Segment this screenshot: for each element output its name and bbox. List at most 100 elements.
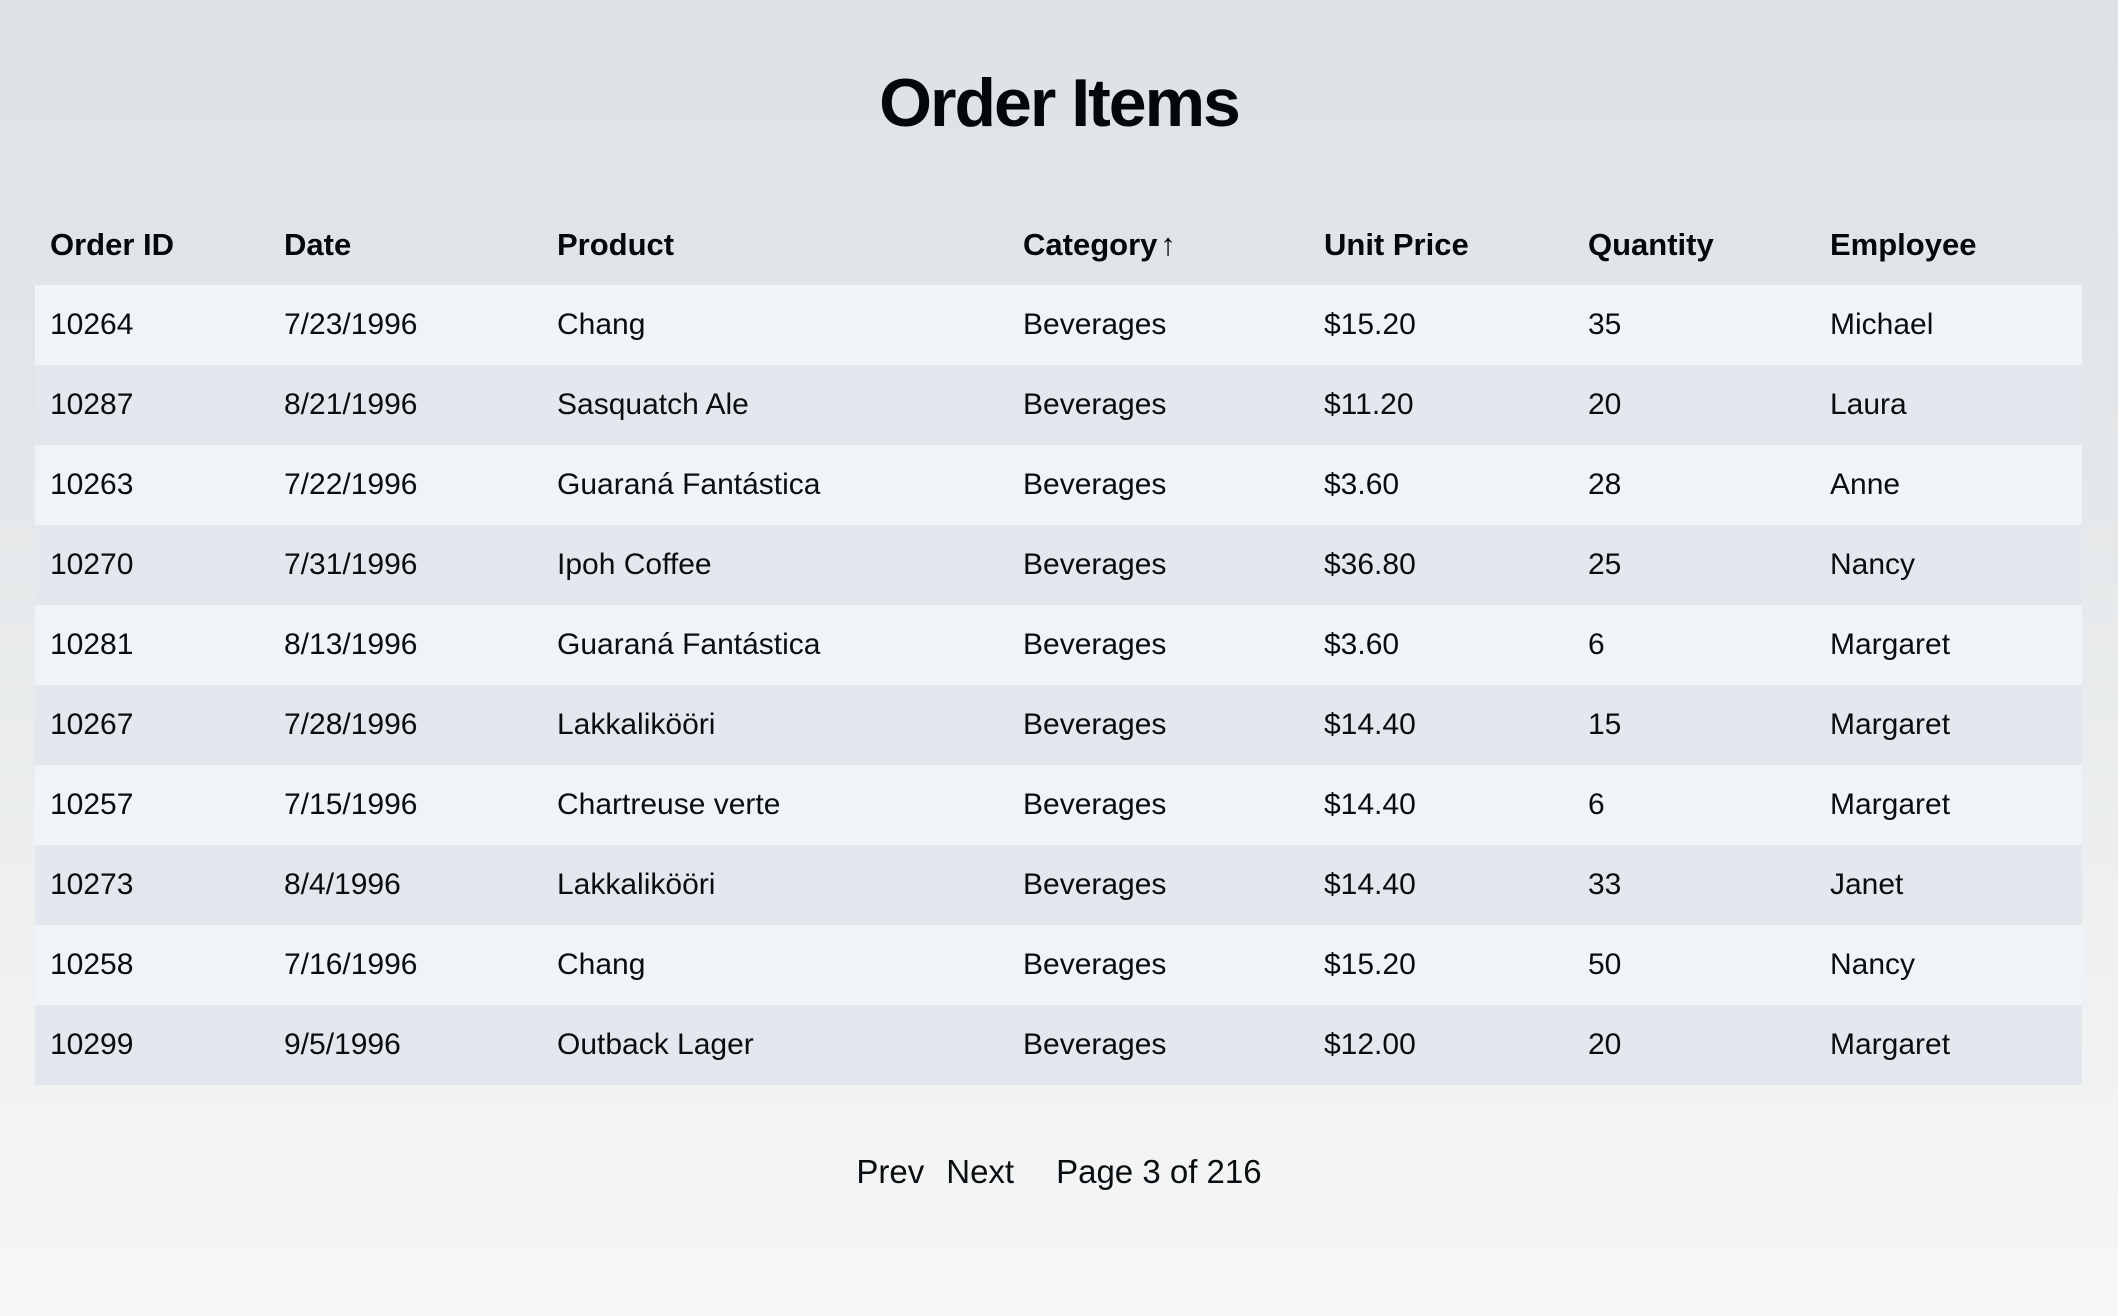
cell-quantity: 35 [1588,308,1622,341]
cell-unit_price: $12.00 [1324,1028,1416,1061]
page-status: Page 3 of 216 [1056,1153,1262,1190]
column-header-label: Category [1023,227,1158,262]
cell-quantity: 20 [1588,1028,1622,1061]
cell-employee: Laura [1830,388,1907,421]
cell-date: 7/23/1996 [284,308,418,341]
cell-order_id: 10287 [50,388,134,421]
table-row: 10281 8/13/1996 Guaraná Fantástica Beverage… [35,605,2082,685]
cell-date: 7/22/1996 [284,468,418,501]
cell-category: Beverages [1023,868,1167,901]
cell-order_id: 10258 [50,948,134,981]
cell-order_id: 10264 [50,308,134,341]
cell-category: Beverages [1023,788,1167,821]
column-header-unit-price[interactable]: Unit Price [1309,205,1573,285]
table-row: 10270 7/31/1996 Ipoh Coffee Beverages $36.80… [35,525,2082,605]
table-row: 10257 7/15/1996 Chartreuse verte Beverages $… [35,765,2082,845]
cell-quantity: 20 [1588,388,1622,421]
cell-employee: Margaret [1830,788,1951,821]
cell-order_id: 10273 [50,868,134,901]
order-items-page: Order Items Order ID Date Product [0,62,2118,1207]
cell-category: Beverages [1023,308,1167,341]
table-row: 10263 7/22/1996 Guaraná Fantástica Beverage… [35,445,2082,525]
cell-unit_price: $14.40 [1324,708,1416,741]
table-header-row: Order ID Date Product Category↑ Unit Pri… [35,205,2082,285]
cell-product: Chang [557,308,646,341]
table-body: 10264 7/23/1996 Chang Beverages $15.20 35 Mich… [35,285,2082,1085]
cell-employee: Margaret [1830,708,1951,741]
column-header-label: Date [284,227,352,262]
prev-page-button[interactable]: Prev [856,1153,925,1190]
cell-unit_price: $15.20 [1324,308,1416,341]
cell-date: 9/5/1996 [284,1028,401,1061]
pagination: Prev Next Page 3 of 216 [0,1137,2118,1207]
cell-date: 7/31/1996 [284,548,418,581]
cell-unit_price: $36.80 [1324,548,1416,581]
column-header-quantity[interactable]: Quantity [1573,205,1815,285]
table-row: 10273 8/4/1996 Lakkalikööri Beverages $14.40… [35,845,2082,925]
cell-product: Ipoh Coffee [557,548,712,581]
column-header-label: Employee [1830,227,1977,262]
cell-employee: Nancy [1830,548,1916,581]
cell-product: Guaraná Fantástica [557,468,821,501]
cell-quantity: 28 [1588,468,1622,501]
cell-order_id: 10270 [50,548,134,581]
order-items-table: Order ID Date Product Category↑ Unit Pri… [35,205,2082,1085]
table-row: 10264 7/23/1996 Chang Beverages $15.20 35 Mich… [35,285,2082,365]
cell-category: Beverages [1023,628,1167,661]
cell-unit_price: $11.20 [1324,388,1414,421]
column-header-product[interactable]: Product [542,205,1008,285]
cell-unit_price: $3.60 [1324,628,1400,661]
cell-date: 8/4/1996 [284,868,401,901]
cell-product: Lakkalikööri [557,868,716,901]
cell-quantity: 6 [1588,628,1605,661]
cell-order_id: 10267 [50,708,134,741]
cell-unit_price: $14.40 [1324,868,1416,901]
cell-category: Beverages [1023,948,1167,981]
column-header-order-id[interactable]: Order ID [35,205,269,285]
cell-order_id: 10257 [50,788,134,821]
table-row: 10299 9/5/1996 Outback Lager Beverages $12.0… [35,1005,2082,1085]
cell-employee: Margaret [1830,1028,1951,1061]
cell-product: Chartreuse verte [557,788,781,821]
page-title: Order Items [879,65,1241,141]
cell-category: Beverages [1023,468,1167,501]
cell-employee: Margaret [1830,628,1951,661]
sort-ascending-icon: ↑ [1160,227,1176,262]
table-row: 10287 8/21/1996 Sasquatch Ale Beverages $11.… [35,365,2082,445]
cell-employee: Michael [1830,308,1934,341]
next-page-button[interactable]: Next [946,1153,1015,1190]
cell-unit_price: $3.60 [1324,468,1400,501]
cell-product: Chang [557,948,646,981]
cell-date: 7/15/1996 [284,788,418,821]
cell-employee: Nancy [1830,948,1916,981]
cell-quantity: 50 [1588,948,1622,981]
cell-product: Outback Lager [557,1028,754,1061]
cell-category: Beverages [1023,1028,1167,1061]
cell-unit_price: $14.40 [1324,788,1416,821]
table-row: 10258 7/16/1996 Chang Beverages $15.20 50 Nanc… [35,925,2082,1005]
cell-category: Beverages [1023,388,1167,421]
cell-unit_price: $15.20 [1324,948,1416,981]
cell-product: Guaraná Fantástica [557,628,821,661]
table-row: 10267 7/28/1996 Lakkalikööri Beverages $14.4… [35,685,2082,765]
cell-product: Lakkalikööri [557,708,716,741]
column-header-date[interactable]: Date [269,205,542,285]
cell-order_id: 10263 [50,468,134,501]
cell-category: Beverages [1023,548,1167,581]
cell-product: Sasquatch Ale [557,388,749,421]
cell-order_id: 10299 [50,1028,134,1061]
column-header-label: Product [557,227,675,262]
cell-date: 8/13/1996 [284,628,418,661]
cell-date: 7/28/1996 [284,708,418,741]
cell-quantity: 6 [1588,788,1605,821]
cell-order_id: 10281 [50,628,134,661]
column-header-category[interactable]: Category↑ [1008,205,1309,285]
cell-employee: Anne [1830,468,1901,501]
column-header-label: Order ID [50,227,175,262]
cell-category: Beverages [1023,708,1167,741]
cell-date: 8/21/1996 [284,388,418,421]
cell-quantity: 25 [1588,548,1622,581]
column-header-employee[interactable]: Employee [1815,205,2082,285]
column-header-label: Quantity [1588,227,1714,262]
cell-employee: Janet [1830,868,1904,901]
